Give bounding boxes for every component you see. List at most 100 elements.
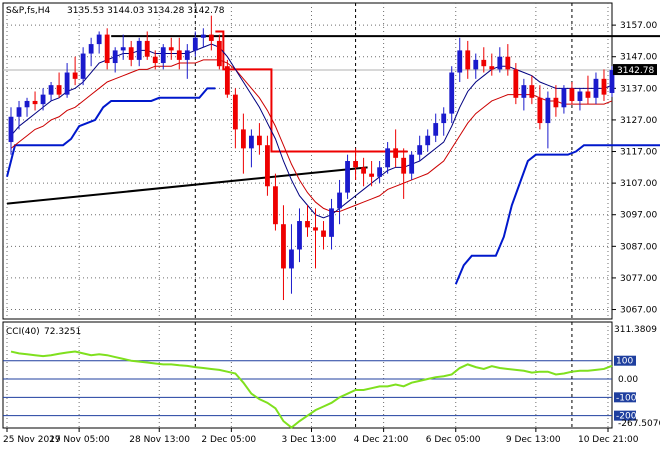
candle-body bbox=[425, 135, 431, 146]
candle-body bbox=[176, 50, 182, 60]
candle-body bbox=[200, 34, 206, 38]
candle-body bbox=[16, 107, 22, 117]
price-panel bbox=[2, 2, 613, 320]
candle-body bbox=[385, 148, 391, 168]
cci-level-label: 100 bbox=[616, 357, 633, 367]
candle-body bbox=[337, 192, 342, 209]
candle-body bbox=[208, 34, 214, 41]
candle-body bbox=[120, 47, 126, 51]
candle-body bbox=[273, 186, 278, 225]
cci-panel bbox=[2, 321, 613, 429]
candle-body bbox=[441, 113, 447, 124]
time-tick-label: 10 Dec 21:00 bbox=[578, 435, 639, 445]
candle-body bbox=[224, 66, 230, 95]
candle-body bbox=[545, 97, 551, 124]
candle-body bbox=[297, 221, 302, 250]
cci-range-min: -267.5076 bbox=[618, 419, 660, 429]
candle-body bbox=[593, 78, 599, 98]
candle-body bbox=[265, 145, 270, 187]
candle-body bbox=[160, 47, 166, 64]
candle-body bbox=[112, 50, 118, 64]
price-tick-label: 3137.00 bbox=[620, 84, 657, 94]
price-axis: 3157.00 3147.00 3137.00 3127.00 3117.00 3107.… bbox=[612, 21, 657, 316]
cci-grid bbox=[3, 322, 612, 428]
time-tick-label: 27 Nov 05:00 bbox=[49, 435, 110, 445]
chart-header-symbol: S&P,fs,H4 bbox=[6, 6, 51, 16]
candle-body bbox=[104, 34, 110, 64]
candle-body bbox=[553, 97, 559, 108]
time-tick-label: 9 Dec 13:00 bbox=[506, 435, 561, 445]
stop-line bbox=[215, 30, 408, 153]
candle-body bbox=[184, 50, 190, 60]
time-tick-label: 6 Dec 05:00 bbox=[426, 435, 481, 445]
candle-body bbox=[529, 85, 535, 98]
cci-level-tag bbox=[614, 410, 636, 421]
candle-body bbox=[353, 161, 358, 168]
chart-header-ohlc: 3135.53 3144.03 3134.28 3142.78 bbox=[67, 6, 225, 16]
candle-body bbox=[305, 221, 310, 228]
time-tick-label: 2 Dec 05:00 bbox=[201, 435, 256, 445]
cci-level-label: -200 bbox=[616, 412, 637, 422]
candle-body bbox=[513, 69, 519, 98]
candle-body bbox=[481, 59, 487, 67]
candle-body bbox=[232, 94, 238, 130]
candle-body bbox=[329, 208, 334, 237]
candle-body bbox=[465, 50, 471, 70]
candle-body bbox=[321, 230, 326, 237]
price-tick-label: 3067.00 bbox=[620, 306, 657, 316]
cci-range-max: 311.3809 bbox=[614, 325, 657, 335]
cci-level-label: -100 bbox=[616, 393, 637, 403]
candle-body bbox=[377, 167, 383, 177]
candle-body bbox=[537, 97, 543, 124]
candle-body bbox=[409, 154, 415, 174]
candle-body bbox=[56, 85, 62, 95]
candles bbox=[8, 15, 615, 301]
price-tick-label: 3097.00 bbox=[620, 211, 657, 221]
candle-body bbox=[345, 161, 350, 193]
price-tick-label: 3107.00 bbox=[620, 179, 657, 189]
price-tick-label: 3127.00 bbox=[620, 116, 657, 126]
cci-line bbox=[10, 350, 613, 429]
price-tick-label: 3087.00 bbox=[620, 242, 657, 252]
candle-body bbox=[96, 34, 102, 45]
candle-body bbox=[8, 116, 14, 143]
slow-ma-line bbox=[10, 59, 613, 213]
candle-body bbox=[489, 66, 495, 70]
trendline[interactable] bbox=[6, 166, 368, 205]
price-tick-label: 3077.00 bbox=[620, 274, 657, 284]
candle-body bbox=[144, 40, 150, 57]
cci-header-value: 72.3251 bbox=[44, 327, 81, 337]
lower-band-line bbox=[454, 144, 660, 285]
candle-body bbox=[497, 56, 503, 70]
cci-level-tag bbox=[614, 355, 636, 366]
candle-body bbox=[192, 37, 198, 51]
time-tick-label: 3 Dec 13:00 bbox=[282, 435, 337, 445]
candle-body bbox=[417, 145, 423, 155]
cci-level-label: 0.00 bbox=[618, 375, 638, 385]
candle-body bbox=[168, 47, 174, 51]
candle-body bbox=[216, 40, 222, 67]
candle-body bbox=[24, 100, 30, 108]
candle-body bbox=[457, 50, 463, 73]
candle-body bbox=[289, 249, 294, 269]
candle-body bbox=[449, 72, 455, 114]
candle-body bbox=[64, 72, 70, 95]
candle-body bbox=[609, 70, 615, 93]
candle-body bbox=[281, 224, 286, 269]
time-tick-label: 25 Nov 2019 bbox=[3, 435, 61, 445]
time-tick-label: 4 Dec 21:00 bbox=[354, 435, 409, 445]
cci-axis: 100 0.00 -100 -200 311.3809 -267.5076 bbox=[614, 325, 660, 429]
price-tick-label: 3147.00 bbox=[620, 53, 657, 63]
candle-body bbox=[248, 135, 254, 149]
candle-body bbox=[88, 44, 94, 54]
candle-body bbox=[473, 59, 479, 70]
price-tick-label: 3117.00 bbox=[620, 148, 657, 158]
current-price-label: 3142.78 bbox=[617, 66, 654, 76]
cci-header-name: CCI(40) bbox=[6, 327, 40, 337]
candle-body bbox=[152, 56, 158, 64]
candle-body bbox=[128, 47, 134, 60]
candle-body bbox=[393, 148, 399, 158]
candle-body bbox=[369, 173, 375, 177]
